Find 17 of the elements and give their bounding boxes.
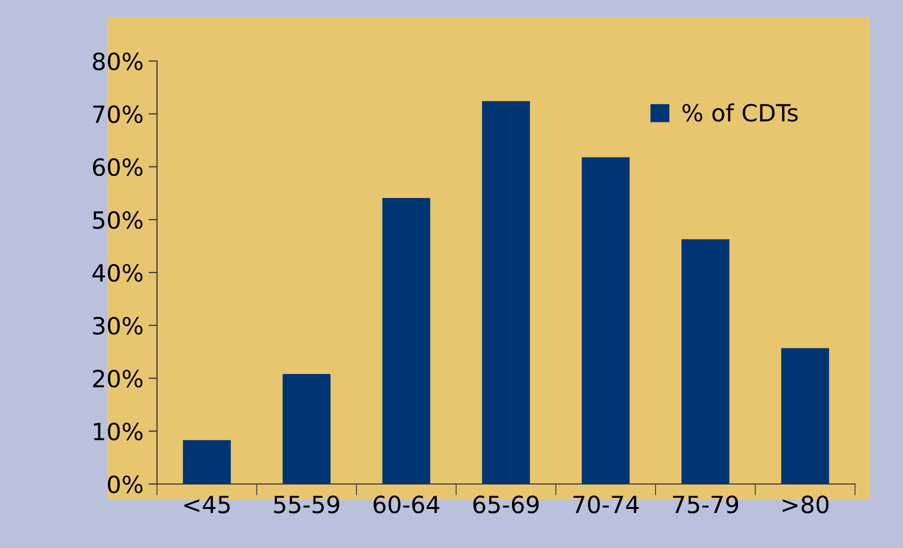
y-tick-label: 0% xyxy=(108,475,143,494)
x-tick-label: 70-74 xyxy=(573,496,639,514)
x-tick-label: 60-64 xyxy=(374,496,440,514)
y-tick-label: 80% xyxy=(92,52,142,70)
y-tick-label: 70% xyxy=(93,105,142,124)
x-tick-label: >80 xyxy=(782,496,828,514)
x-tick-label: 65-69 xyxy=(473,496,539,514)
x-tick-label: <45 xyxy=(184,496,230,514)
y-tick-label: 30% xyxy=(93,316,142,335)
legend-label: % of CDTs xyxy=(682,103,798,122)
x-tick-label: 55-59 xyxy=(274,496,340,514)
y-tick-label: 10% xyxy=(94,422,142,440)
y-tick-label: 20% xyxy=(93,370,142,388)
y-tick-label: 60% xyxy=(92,158,142,176)
x-tick-label: 75-79 xyxy=(673,496,738,514)
y-tick-label: 50% xyxy=(93,211,142,229)
y-tick-label: 40% xyxy=(92,264,142,282)
